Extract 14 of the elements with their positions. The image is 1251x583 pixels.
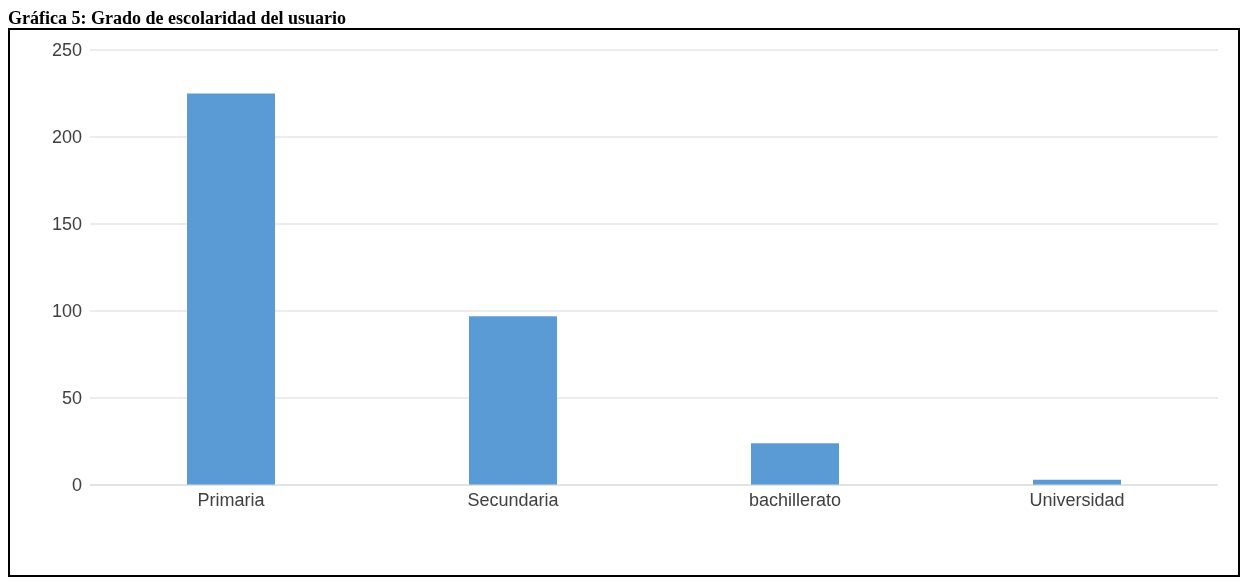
x-tick-label: Secundaria (467, 489, 560, 510)
x-tick-label: Universidad (1029, 489, 1125, 510)
chart-title: Gráfica 5: Grado de escolaridad del usuario (8, 8, 347, 28)
y-tick-label: 200 (51, 127, 82, 148)
y-tick-label: 50 (61, 388, 82, 409)
bar (751, 443, 839, 485)
y-tick-label: 250 (51, 40, 82, 61)
y-tick-label: 0 (71, 475, 82, 496)
x-tick-label: bachillerato (748, 489, 842, 510)
y-tick-label: 150 (51, 214, 82, 235)
x-tick-label: Primaria (197, 489, 266, 510)
bar (469, 316, 557, 485)
bar (187, 93, 275, 485)
y-tick-label: 100 (51, 301, 82, 322)
